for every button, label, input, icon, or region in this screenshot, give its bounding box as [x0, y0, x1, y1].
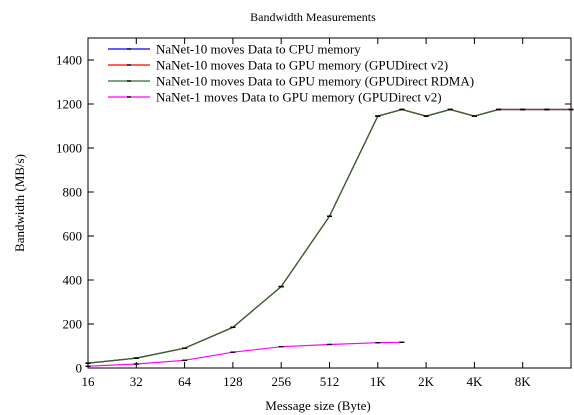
legend-label: NaNet-10 moves Data to GPU memory (GPUDi…: [156, 58, 448, 73]
y-tick-label: 1400: [56, 53, 82, 68]
legend-item: NaNet-10 moves Data to CPU memory: [108, 42, 361, 57]
x-tick-label: 128: [223, 374, 243, 389]
x-tick-label: 16: [82, 374, 96, 389]
x-tick-label: 4K: [466, 374, 483, 389]
series-1: [85, 108, 574, 364]
legend: NaNet-10 moves Data to CPU memoryNaNet-1…: [108, 42, 474, 105]
series-line: [87, 108, 571, 364]
legend-item: NaNet-1 moves Data to GPU memory (GPUDir…: [108, 90, 442, 105]
y-axis-label: Bandwidth (MB/s): [12, 154, 27, 252]
x-tick-label: 64: [178, 374, 192, 389]
series-3: [85, 108, 574, 364]
y-tick-label: 1000: [56, 141, 82, 156]
legend-label: NaNet-10 moves Data to GPU memory (GPUDi…: [156, 74, 474, 89]
series-line: [87, 341, 402, 367]
series-line: [87, 108, 571, 364]
x-tick-label: 256: [271, 374, 291, 389]
legend-label: NaNet-10 moves Data to CPU memory: [156, 42, 361, 57]
legend-label: NaNet-1 moves Data to GPU memory (GPUDir…: [156, 90, 442, 105]
x-tick-label: 512: [320, 374, 340, 389]
plot-area: [85, 108, 574, 367]
series-4: [85, 341, 405, 367]
chart-title: Bandwidth Measurements: [250, 10, 376, 24]
legend-item: NaNet-10 moves Data to GPU memory (GPUDi…: [108, 58, 448, 73]
x-axis-label: Message size (Byte): [265, 398, 370, 413]
y-tick-label: 0: [76, 361, 83, 376]
x-tick-label: 32: [130, 374, 143, 389]
series-2: [85, 108, 574, 364]
x-tick-label: 2K: [418, 374, 435, 389]
series-line: [87, 108, 571, 364]
x-tick-label: 8K: [515, 374, 532, 389]
axis-ticks: 16 32 64 128 256 512 1K 2K 4K 8K 0 200 400 600 800 1000…: [56, 38, 571, 389]
y-tick-label: 800: [63, 185, 83, 200]
x-tick-label: 1K: [370, 374, 387, 389]
y-tick-label: 200: [63, 317, 83, 332]
y-tick-label: 600: [63, 229, 83, 244]
legend-item: NaNet-10 moves Data to GPU memory (GPUDi…: [108, 74, 474, 89]
y-tick-label: 400: [63, 273, 83, 288]
y-tick-label: 1200: [56, 97, 82, 112]
